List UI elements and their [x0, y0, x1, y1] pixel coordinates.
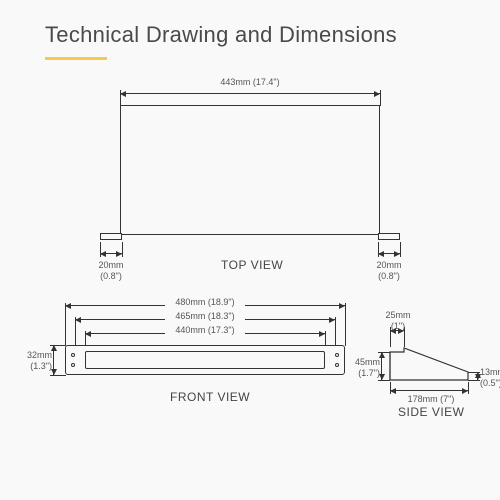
top-width-in: (17.4"): [253, 77, 280, 87]
side-thk-mm: 13mm: [480, 367, 500, 378]
mount-hole: [71, 363, 75, 367]
side-depth-in: (7"): [440, 394, 454, 404]
side-flange-mm: 25mm: [383, 310, 413, 321]
top-view-label: TOP VIEW: [221, 258, 283, 272]
side-h-in: (1.7"): [348, 368, 380, 379]
side-thk-in: (0.5"): [480, 378, 500, 389]
top-flange-l-mm: 20mm: [90, 260, 132, 271]
top-width-mm: 443mm: [220, 77, 250, 87]
top-flange-r-mm: 20mm: [368, 260, 410, 271]
top-flange-left: [100, 233, 122, 240]
page-title: Technical Drawing and Dimensions: [45, 22, 397, 48]
front-overall-in: (18.9"): [208, 297, 235, 307]
front-mid-in: (18.3"): [208, 311, 235, 321]
mount-hole: [335, 363, 339, 367]
side-view-label: SIDE VIEW: [398, 405, 465, 419]
top-flange-r-in: (0.8"): [368, 271, 410, 282]
front-inner-mm: 440mm: [175, 325, 205, 335]
side-h-mm: 45mm: [348, 357, 380, 368]
side-depth-mm: 178mm: [408, 394, 438, 404]
top-body: [120, 105, 380, 235]
mount-hole: [335, 353, 339, 357]
mount-hole: [71, 353, 75, 357]
front-h-in: (1.3"): [20, 361, 52, 372]
front-mid-mm: 465mm: [175, 311, 205, 321]
side-flange-in: (1"): [383, 321, 413, 332]
front-inner: [85, 351, 325, 369]
top-flange-l-in: (0.8"): [90, 271, 132, 282]
front-view-label: FRONT VIEW: [170, 390, 250, 404]
accent-bar: [45, 57, 107, 60]
front-inner-in: (17.3"): [208, 325, 235, 335]
top-flange-right: [378, 233, 400, 240]
front-h-mm: 32mm: [20, 350, 52, 361]
front-overall-mm: 480mm: [175, 297, 205, 307]
